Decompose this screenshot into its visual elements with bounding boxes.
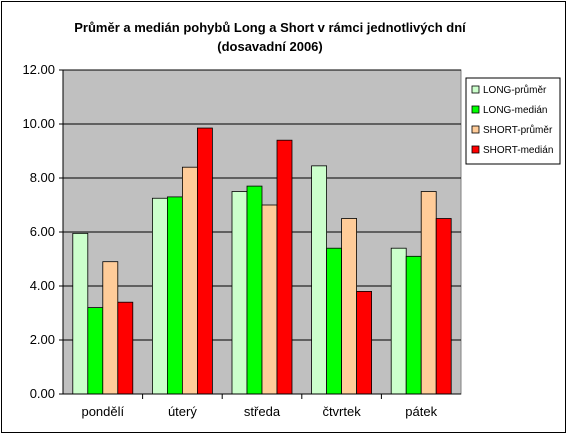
y-tick-labels: 0.00 2.00 4.00 6.00 8.00 10.00 12.00 <box>22 62 55 401</box>
bar-LONG-průměr-pondělí <box>72 232 89 395</box>
legend-swatch <box>471 125 480 134</box>
bar-LONG-průměr-pátek <box>390 247 407 395</box>
axes <box>59 69 461 399</box>
bar-SHORT-průměr-čtvrtek <box>341 218 358 395</box>
bar-LONG-průměr-čtvrtek <box>311 165 328 395</box>
bar-SHORT-medián-pondělí <box>117 301 134 395</box>
y-tick-label: 12.00 <box>22 62 55 77</box>
bar-SHORT-medián-středa <box>276 139 293 395</box>
chart-title: Průměr a medián pohybů Long a Short v rá… <box>74 20 466 35</box>
y-tick-label: 0.00 <box>30 386 55 401</box>
bar-SHORT-medián-úterý <box>196 127 213 395</box>
bar-SHORT-medián-pátek <box>435 218 452 395</box>
bar-LONG-medián-pátek <box>405 255 422 395</box>
legend: LONG-průměr LONG-medián SHORT-průměr SHORT-… <box>465 77 561 165</box>
legend-label: SHORT-medián <box>483 145 553 156</box>
legend-swatch <box>471 105 480 114</box>
legend-box <box>465 77 561 165</box>
bar-LONG-medián-úterý <box>166 196 183 395</box>
x-category-label: pondělí <box>81 404 124 419</box>
y-tick-label: 6.00 <box>30 224 55 239</box>
x-category-labels: pondělí úterý středa čtvrtek pátek <box>81 404 437 419</box>
chart-subtitle: (dosavadní 2006) <box>217 39 323 54</box>
bar-SHORT-medián-čtvrtek <box>356 290 373 395</box>
bar-SHORT-průměr-středa <box>261 204 278 395</box>
x-category-label: pátek <box>405 404 437 419</box>
x-category-label: úterý <box>168 404 197 419</box>
chart-title-block: Průměr a medián pohybů Long a Short v rá… <box>40 18 500 56</box>
bar-LONG-medián-pondělí <box>87 307 104 395</box>
legend-swatch <box>471 145 480 154</box>
y-tick-label: 4.00 <box>30 278 55 293</box>
legend-swatch <box>471 85 480 94</box>
bar-SHORT-průměr-pátek <box>420 191 437 395</box>
bar-LONG-průměr-úterý <box>151 197 168 395</box>
legend-label: LONG-medián <box>483 105 547 116</box>
y-tick-label: 8.00 <box>30 170 55 185</box>
bar-LONG-průměr-středa <box>231 191 248 395</box>
legend-label: SHORT-průměr <box>483 124 553 136</box>
bar-LONG-medián-středa <box>246 185 263 395</box>
legend-label: LONG-průměr <box>483 84 547 96</box>
bar-LONG-medián-čtvrtek <box>326 247 343 395</box>
bar-SHORT-průměr-úterý <box>181 166 198 395</box>
bars <box>72 127 452 395</box>
y-tick-label: 10.00 <box>22 116 55 131</box>
x-category-label: středa <box>244 404 281 419</box>
x-category-label: čtvrtek <box>322 404 361 419</box>
y-tick-label: 2.00 <box>30 332 55 347</box>
bar-SHORT-průměr-pondělí <box>102 261 119 395</box>
